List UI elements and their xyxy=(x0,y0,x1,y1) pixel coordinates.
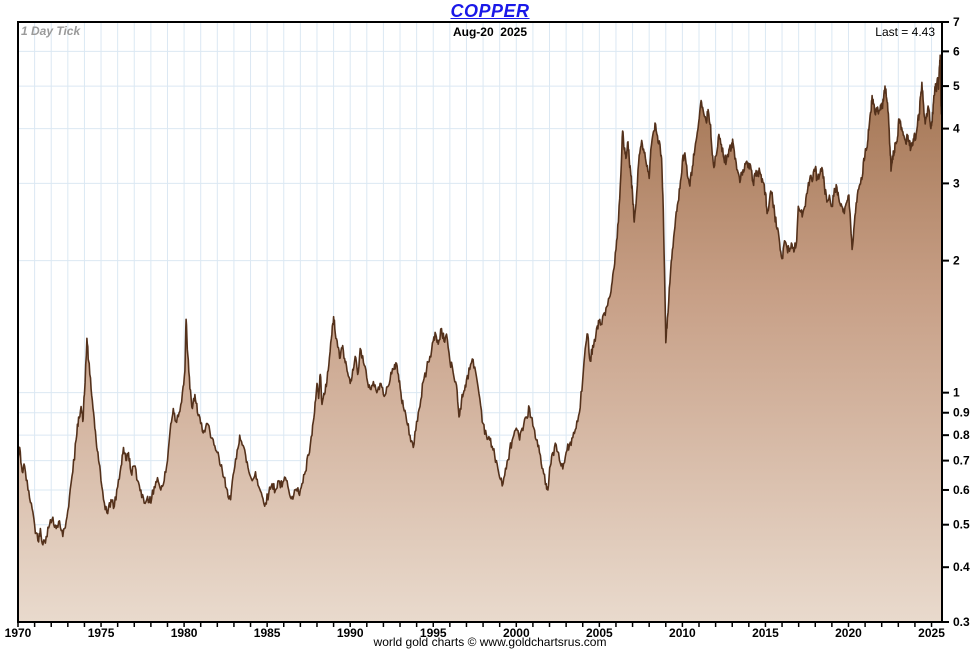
y-axis-tick-label: 3 xyxy=(953,176,960,190)
watermark-credit: world gold charts © www.goldchartsrus.co… xyxy=(373,635,607,649)
last-price-label: Last = 4.43 xyxy=(875,25,935,39)
x-axis-tick-label: 2005 xyxy=(586,626,613,640)
date-label: Aug-20 2025 xyxy=(452,25,528,39)
x-axis-tick-label: 1980 xyxy=(171,626,198,640)
x-axis-tick-label: 2010 xyxy=(669,626,696,640)
y-axis-tick-label: 7 xyxy=(953,15,960,29)
x-axis-tick-label: 2015 xyxy=(752,626,779,640)
price-line xyxy=(17,54,943,546)
x-axis-tick-label: 2020 xyxy=(835,626,862,640)
x-axis-tick-label: 1995 xyxy=(420,626,447,640)
y-axis-tick-label: 1 xyxy=(953,386,960,400)
x-axis-tick-label: 1990 xyxy=(337,626,364,640)
page-title: COPPER xyxy=(450,1,530,21)
y-axis-tick-label: 5 xyxy=(953,79,960,93)
y-axis-tick-label: 0.9 xyxy=(953,406,970,420)
x-axis-tick-label: 1970 xyxy=(5,626,32,640)
price-area-fill xyxy=(18,55,942,622)
y-axis-tick-label: 2 xyxy=(953,254,960,268)
y-axis-tick-label: 6 xyxy=(953,44,960,58)
y-axis-tick-label: 0.8 xyxy=(953,428,970,442)
x-axis-tick-label: 1975 xyxy=(88,626,115,640)
x-axis-tick-label: 1985 xyxy=(254,626,281,640)
interval-label: 1 Day Tick xyxy=(21,24,81,38)
x-axis-tick-label: 2025 xyxy=(918,626,945,640)
plot-frame xyxy=(17,21,943,623)
y-axis-tick-label: 4 xyxy=(953,122,960,136)
x-axis-tick-label: 2000 xyxy=(503,626,530,640)
y-axis-tick-label: 0.4 xyxy=(953,560,970,574)
y-axis-tick-label: 0.7 xyxy=(953,454,970,468)
y-axis-tick-label: 0.3 xyxy=(953,615,970,629)
y-axis-tick-label: 0.5 xyxy=(953,518,970,532)
y-axis-tick-label: 0.6 xyxy=(953,483,970,497)
